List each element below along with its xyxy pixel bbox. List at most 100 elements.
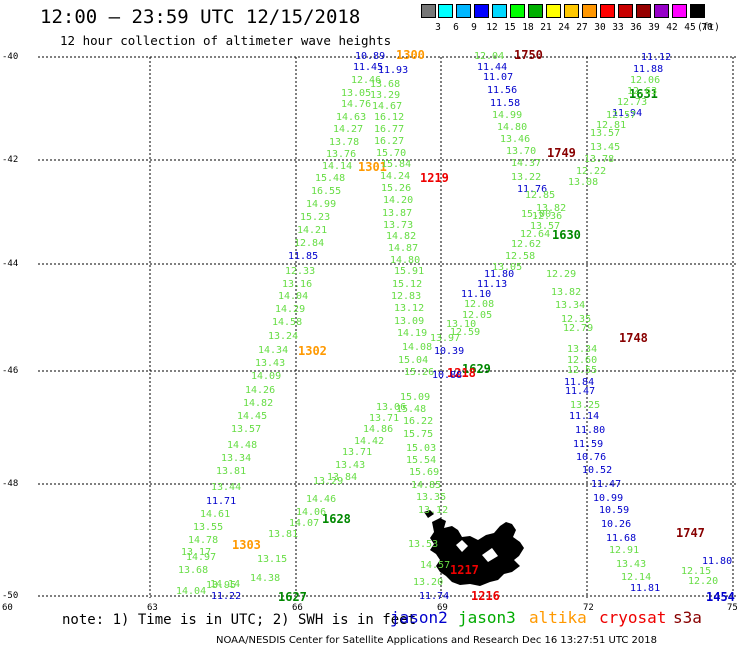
footnote: note: 1) Time is in UTC; 2) SWH is in fe… <box>62 612 417 628</box>
pass-time-label: 1301 <box>358 160 387 174</box>
wave-height-label: 10.59 <box>599 505 630 516</box>
wave-height-label: 14.63 <box>336 112 367 123</box>
wave-height-label: 14.80 <box>497 122 528 133</box>
wave-height-label: 13.44 <box>211 482 242 493</box>
pass-time-label: 1750 <box>514 48 543 62</box>
lon-label: 63 <box>147 603 158 613</box>
wave-height-label: 11.68 <box>606 533 637 544</box>
wave-height-label: 13.81 <box>216 466 247 477</box>
wave-height-label: 11.81 <box>630 583 661 594</box>
wave-height-label: 13.78 <box>329 137 360 148</box>
wave-height-label: 14.14 <box>322 161 353 172</box>
wave-height-label: 14.80 <box>390 255 421 266</box>
wave-height-label: 12.60 <box>567 355 598 366</box>
wave-height-label: 13.71 <box>342 447 373 458</box>
wave-height-label: 13.20 <box>413 577 444 588</box>
wave-height-label: 11.94 <box>612 108 643 119</box>
wave-height-label: 14.38 <box>250 573 281 584</box>
wave-height-label: 13.12 <box>394 303 425 314</box>
wave-height-label: 10.76 <box>576 452 607 463</box>
wave-height-label: 13.24 <box>268 331 299 342</box>
wave-height-label: 15.69 <box>409 467 440 478</box>
wave-height-label: 14.99 <box>306 199 337 210</box>
scale-swatch <box>564 4 579 18</box>
wave-height-label: 11.59 <box>573 439 604 450</box>
scale-label: 42 <box>666 22 678 33</box>
wave-height-label: 13.05 <box>492 262 523 273</box>
wave-height-label: 11.88 <box>633 64 664 75</box>
wave-height-label: 14.19 <box>397 328 428 339</box>
lat-label: -48 <box>2 479 19 489</box>
wave-height-label: 13.57 <box>590 128 621 139</box>
legend-s3a: s3a <box>673 608 702 627</box>
scale-label: 21 <box>540 22 552 33</box>
wave-height-label: 15.91 <box>394 266 425 277</box>
wave-height-label: 13.43 <box>335 460 366 471</box>
legend-cryosat: cryosat <box>599 608 667 627</box>
scale-label: 24 <box>558 22 570 33</box>
scale-label: 12 <box>486 22 498 33</box>
wave-height-label: 13.29 <box>313 476 344 487</box>
wave-height-label: 13.57 <box>530 221 561 232</box>
lat-label: -50 <box>2 591 19 601</box>
wave-height-label: 15.48 <box>315 173 346 184</box>
wave-height-label: 16.77 <box>374 124 405 135</box>
scale-swatch <box>582 4 597 18</box>
wave-height-label: 10.39 <box>434 346 465 357</box>
scale-label: 30 <box>594 22 606 33</box>
lat-label: -42 <box>2 155 19 165</box>
lon-label: 69 <box>437 603 448 613</box>
scale-swatch <box>546 4 561 18</box>
legend-jason3: jason3 <box>458 608 516 627</box>
wave-height-label: 14.26 <box>245 385 276 396</box>
wave-height-label: 14.42 <box>354 436 385 447</box>
wave-height-label: 10.26 <box>601 519 632 530</box>
wave-height-label: 12.46 <box>351 75 382 86</box>
wave-height-label: 12.35 <box>561 314 592 325</box>
wave-height-label: 13.09 <box>394 316 425 327</box>
pass-time-label: 1628 <box>322 512 351 526</box>
wave-height-label: 11.58 <box>490 98 521 109</box>
lon-label: 60 <box>2 603 13 613</box>
wave-height-label: 13.95 <box>206 580 237 591</box>
wave-height-label: 14.61 <box>200 509 231 520</box>
wave-height-label: 14.21 <box>297 225 328 236</box>
wave-height-label: 12.33 <box>285 266 316 277</box>
scale-swatch <box>672 4 687 18</box>
wave-height-label: 11.71 <box>206 496 237 507</box>
legend-altika: altika <box>529 608 587 627</box>
wave-height-label: 13.12 <box>418 505 449 516</box>
wave-height-label: 13.71 <box>369 413 400 424</box>
wave-height-label: 14.58 <box>272 317 303 328</box>
wave-height-label: 11.10 <box>461 289 492 300</box>
wave-height-label: 12.06 <box>630 75 661 86</box>
lon-label: 66 <box>292 603 303 613</box>
wave-height-label: 12.91 <box>609 545 640 556</box>
wave-height-label: 11.44 <box>477 62 508 73</box>
wave-height-label: 13.16 <box>282 279 313 290</box>
legend-jason2: jason2 <box>390 608 448 627</box>
wave-height-label: 12.05 <box>462 310 493 321</box>
wave-height-label: 13.10 <box>446 319 477 330</box>
scale-swatch <box>456 4 471 18</box>
wave-height-label: 16.22 <box>403 416 434 427</box>
wave-height-label: 13.55 <box>193 522 224 533</box>
wave-height-label: 13.82 <box>551 287 582 298</box>
scale-label: 27 <box>576 22 588 33</box>
wave-height-label: 12.22 <box>576 166 607 177</box>
wave-height-label: 16.12 <box>374 112 405 123</box>
wave-height-label: 11.80 <box>702 556 733 567</box>
wave-height-label: 13.08 <box>568 177 599 188</box>
wave-height-label: 12.29 <box>546 269 577 280</box>
wave-height-label: 14.45 <box>237 411 268 422</box>
wave-height-label: 13.34 <box>555 300 586 311</box>
wave-height-label: 14.06 <box>296 507 327 518</box>
wave-height-label: 14.82 <box>386 231 417 242</box>
wave-height-label: 14.46 <box>306 494 337 505</box>
wave-height-label: 12.08 <box>464 299 495 310</box>
wave-height-label: 12.04 <box>474 51 505 62</box>
wave-height-label: 11.12 <box>641 52 672 63</box>
wave-height-label: 14.82 <box>243 398 274 409</box>
wave-height-label: 10.99 <box>593 493 624 504</box>
